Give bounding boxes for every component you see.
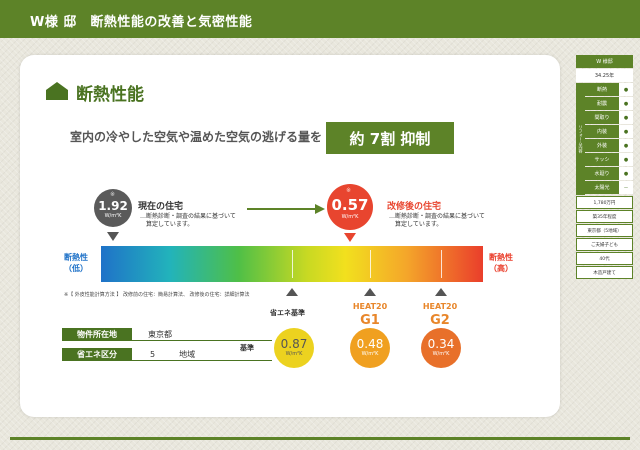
info-cost: 1,780万円 [576, 196, 633, 209]
info-age-group: 40代 [576, 252, 633, 265]
current-label: 現在の住宅 [138, 202, 184, 212]
info-region: 東京都（5地域） [576, 224, 633, 237]
property-zone-row: 省エネ区分 5 地域 [62, 348, 272, 361]
scale-tick [292, 250, 293, 278]
scale-tick [370, 250, 371, 278]
footnote: ※【 外皮性能計算方法 】 改修前の住宅：簡易計算法、 改修後の住宅：詳細計算法 [64, 292, 250, 298]
reform-row: 太陽光－ [585, 181, 633, 194]
scale-low-label: 断熱性 （低） [64, 253, 88, 273]
g1-value-circle: 0.48 W/m²K [350, 328, 390, 368]
after-label: 改修後の住宅 [387, 202, 442, 212]
header-bar: W様 邸 断熱性能の改善と気密性能 [0, 0, 640, 38]
after-note: …断熱診断・調査の結果に基づいて 算定しています。 [389, 213, 485, 228]
info-house-type: 木造戸建て [576, 266, 633, 279]
property-location-row: 物件所在地 東京都 [62, 328, 272, 341]
g2-label: HEAT20 G2 [422, 302, 458, 328]
std-pointer-icon [286, 288, 298, 296]
current-mark: ※ [110, 191, 116, 198]
reform-row: 水廻り ● [585, 167, 633, 180]
info-building-age: 築35年程度 [576, 210, 633, 223]
reform-group-label: リフォーム内容 [576, 83, 585, 195]
reform-row: 内装 ● [585, 125, 633, 138]
reduction-badge: 約 7割 抑制 [326, 122, 454, 154]
g2-pointer-icon [435, 288, 447, 296]
reform-row: サッシ ● [585, 153, 633, 166]
current-pointer-icon [107, 232, 119, 241]
scale-tick [441, 250, 442, 278]
after-pointer-icon [344, 233, 356, 242]
sidebar-name: W 様邸 [576, 55, 633, 68]
sidebar-age: 34.25年 [576, 69, 633, 82]
reform-row: 外装 ● [585, 139, 633, 152]
after-mark: ※ [346, 187, 352, 194]
current-value: 1.92 [98, 199, 128, 213]
g1-pointer-icon [364, 288, 376, 296]
reform-row: 断熱 ● [585, 83, 633, 96]
bottom-rule [10, 437, 630, 440]
lead-text: 室内の冷やした空気や温めた空気の逃げる量を [70, 130, 323, 144]
info-family: ご夫婦子ども [576, 238, 633, 251]
arrow-right-icon [247, 204, 325, 214]
page-title: W様 邸 断熱性能の改善と気密性能 [30, 15, 253, 30]
scale-high-label: 断熱性 （高） [489, 253, 513, 273]
g2-value-circle: 0.34 W/m²K [421, 328, 461, 368]
current-value-circle: ※ 1.92 W/m²K [94, 189, 132, 227]
reform-row: 耐震 ● [585, 97, 633, 110]
reform-group: リフォーム内容 断熱 ● 耐震 ● 間取り ● 内装 ● 外装 ● サッシ ● 水廻り ● 太… [576, 83, 633, 195]
after-value: 0.57 [331, 196, 369, 214]
current-unit: W/m²K [104, 213, 122, 219]
section-title: 断熱性能 [76, 85, 144, 105]
std-value-circle: 0.87 W/m²K [274, 328, 314, 368]
current-note: …断熱診断・調査の結果に基づいて 算定しています。 [140, 213, 236, 228]
info-sidebar: W 様邸 34.25年 リフォーム内容 断熱 ● 耐震 ● 間取り ● 内装 ● 外装 ●… [576, 55, 633, 279]
after-value-circle: ※ 0.57 W/m²K [327, 184, 373, 230]
after-unit: W/m²K [341, 214, 359, 220]
house-icon [46, 82, 68, 100]
baseline-label: 基準 [240, 344, 254, 352]
std-label: 省エネ基準 [270, 309, 305, 317]
reform-row: 間取り ● [585, 111, 633, 124]
g1-label: HEAT20 G1 [352, 302, 388, 328]
